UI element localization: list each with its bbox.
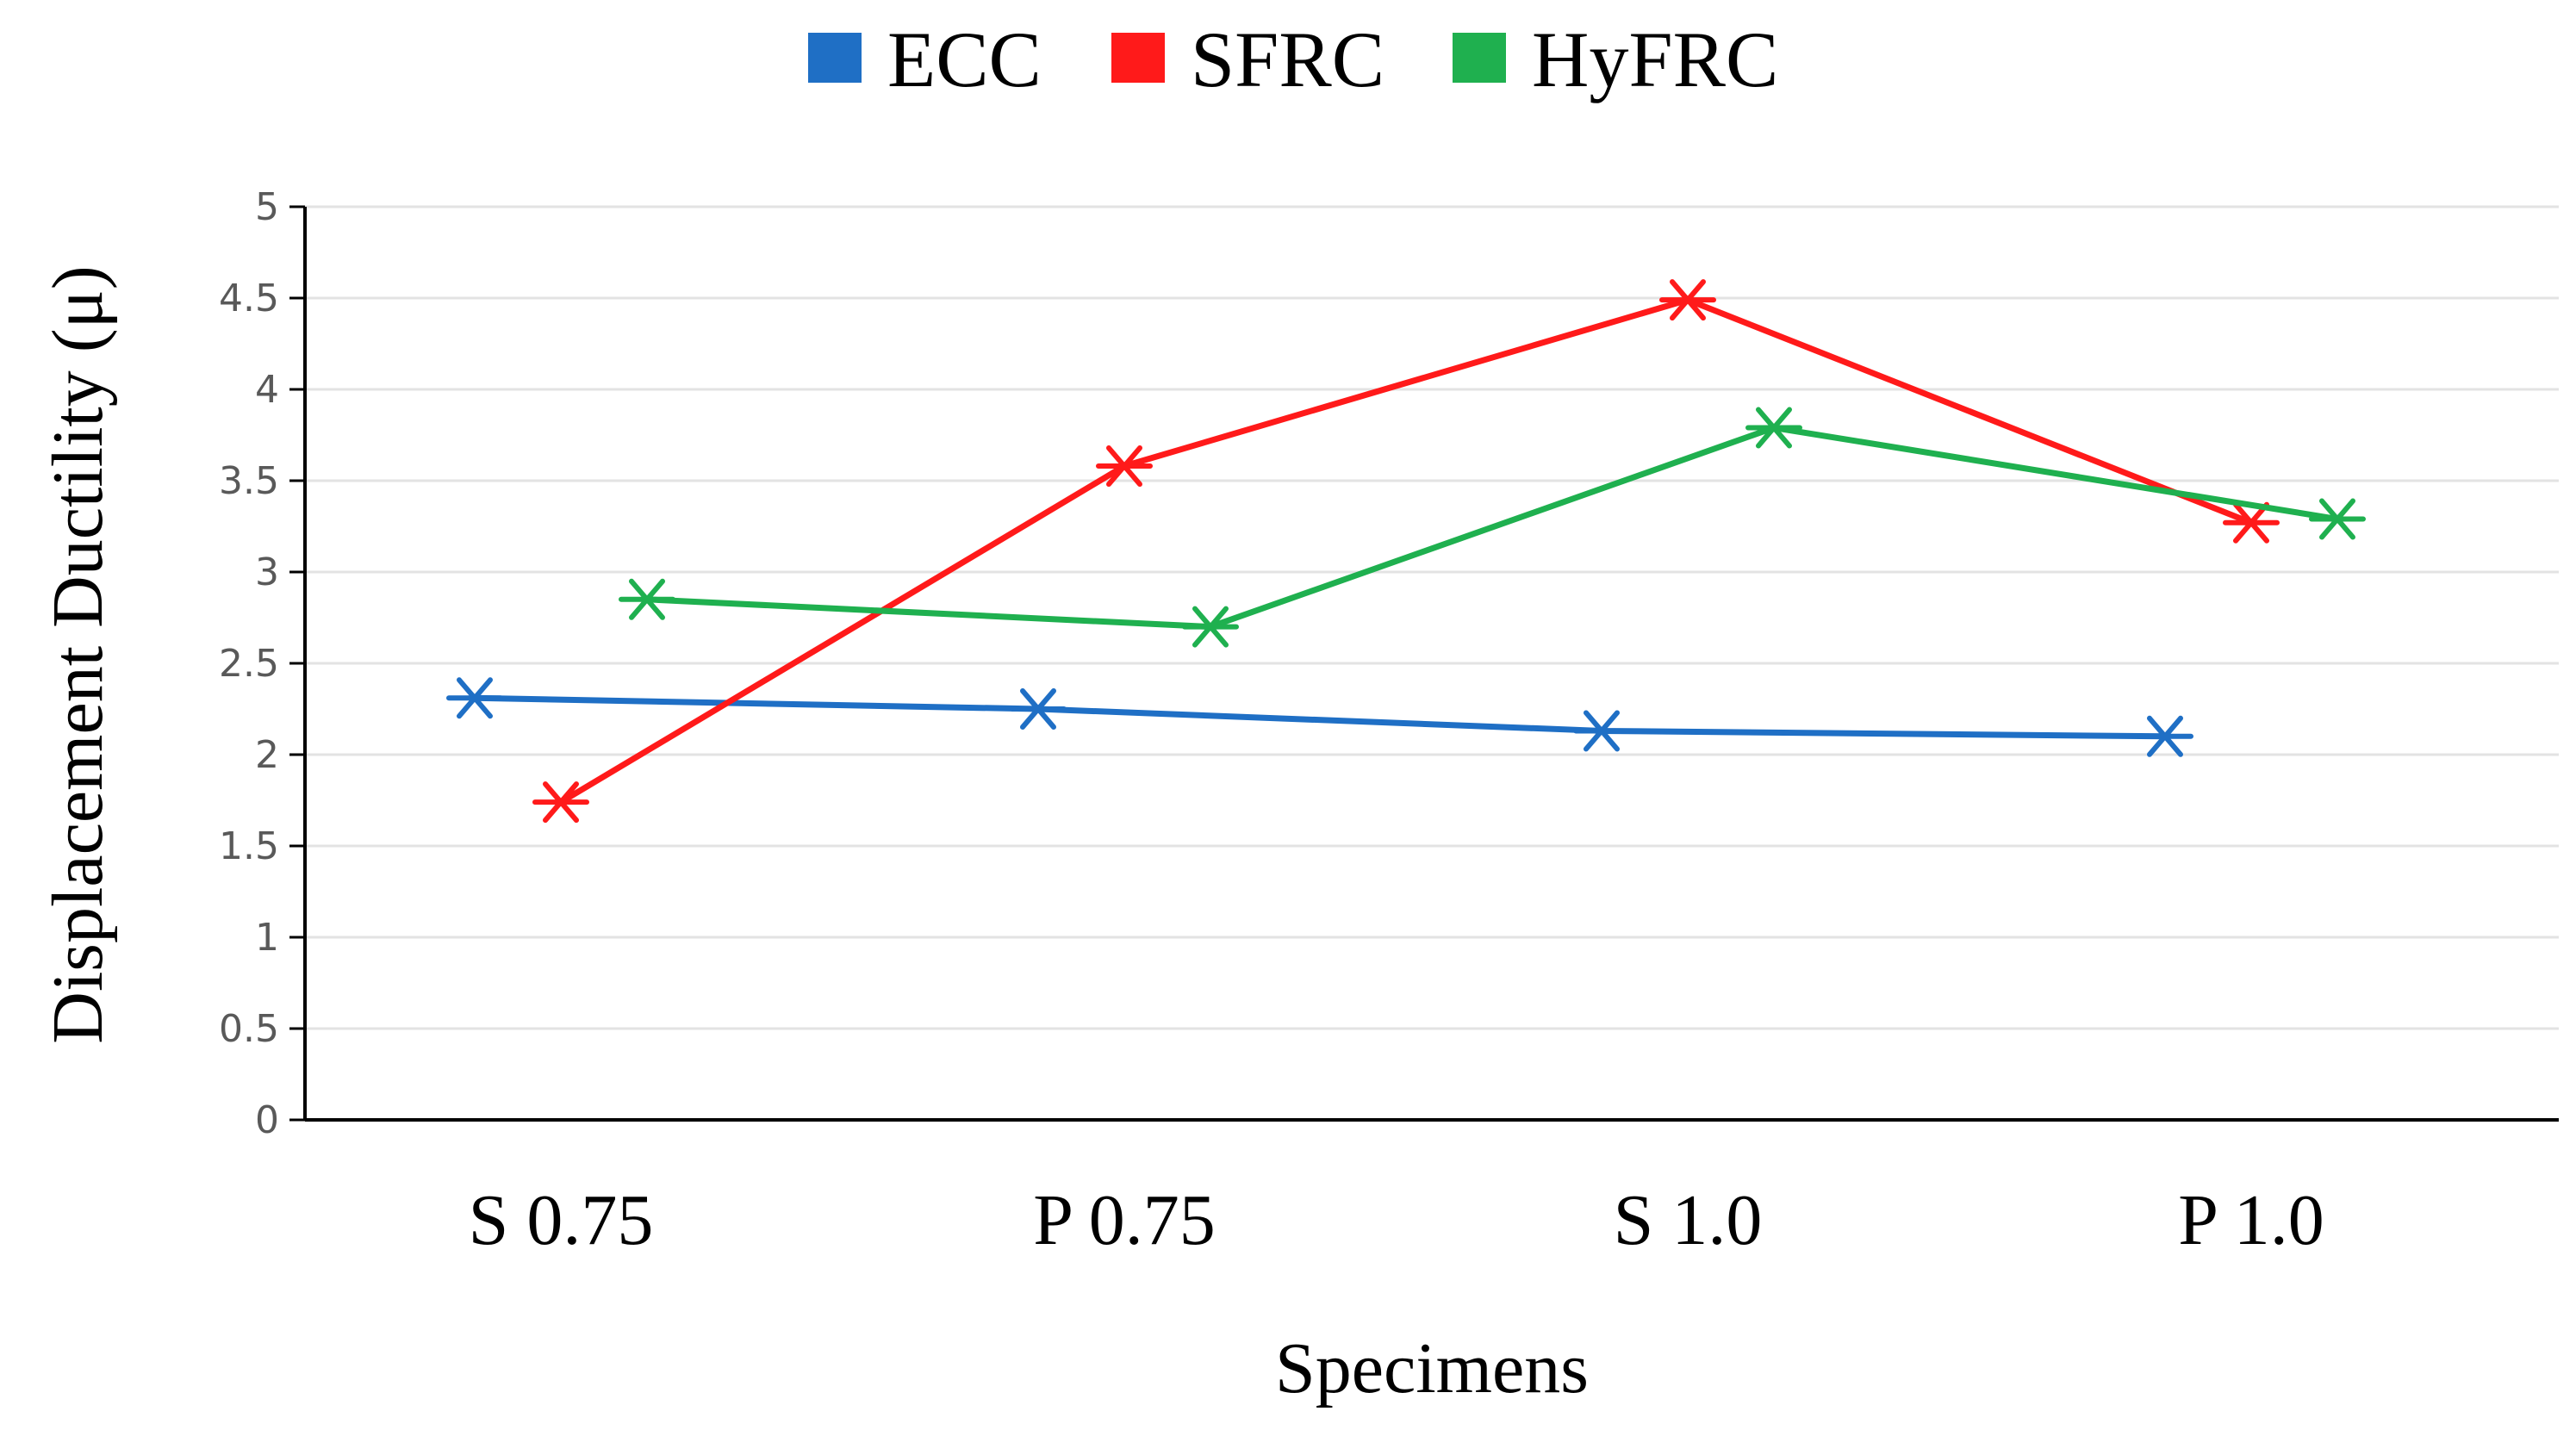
ecc-marker-1 [1010,688,1067,730]
hyfrc-marker-2 [1745,407,1802,449]
ecc-marker-3 [2137,715,2193,757]
x-tick-label-2: S 1.0 [1614,1180,1763,1260]
y-tick-label-1: 0.5 [219,1007,279,1051]
y-tick-label-6: 3 [255,550,279,594]
legend: ECC SFRC HyFRC [808,16,1778,103]
hyfrc-series-line [646,425,2338,631]
y-tick-labels: 0 0.5 1 1.5 2 2.5 3 3.5 4 4.5 5 [219,185,305,1142]
y-tick-label-2: 1 [255,916,279,960]
y-tick-label-0: 0 [255,1098,279,1142]
ecc-marker-2 [1573,710,1630,752]
y-tick-label-3: 1.5 [219,824,279,868]
legend-swatch-ecc [808,33,862,83]
x-tick-label-3: P 1.0 [2178,1180,2324,1260]
series [446,279,2366,824]
hyfrc-marker-3 [2309,498,2366,540]
y-tick-label-7: 3.5 [219,459,279,503]
y-axis-title: Displacement Ductility (μ) [38,265,118,1043]
y-tick-label-8: 4 [255,368,279,412]
gridlines [305,205,2559,1030]
x-axis-title: Specimens [1275,1328,1589,1408]
hyfrc-marker-1 [1182,606,1239,648]
x-tick-label-1: P 0.75 [1033,1180,1216,1260]
legend-label-hyfrc: HyFRC [1532,16,1778,103]
sfrc-marker-3 [2223,501,2280,544]
hyfrc-marker-0 [619,578,675,620]
sfrc-marker-1 [1096,445,1153,488]
sfrc-marker-2 [1659,279,1716,321]
x-tick-labels: S 0.75 P 0.75 S 1.0 P 1.0 [469,1180,2324,1260]
x-tick-label-0: S 0.75 [469,1180,654,1260]
sfrc-series-line [559,296,2253,805]
ecc-series-line [474,694,2166,740]
y-tick-label-4: 2 [255,733,279,777]
y-tick-label-9: 4.5 [219,277,279,320]
y-tick-label-10: 5 [255,185,279,229]
y-tick-label-5: 2.5 [219,642,279,686]
legend-label-sfrc: SFRC [1191,16,1384,103]
legend-swatch-sfrc [1111,33,1165,83]
legend-swatch-hyfrc [1453,33,1506,83]
legend-label-ecc: ECC [887,16,1042,103]
ecc-marker-0 [446,677,503,719]
sfrc-marker-0 [532,781,589,824]
